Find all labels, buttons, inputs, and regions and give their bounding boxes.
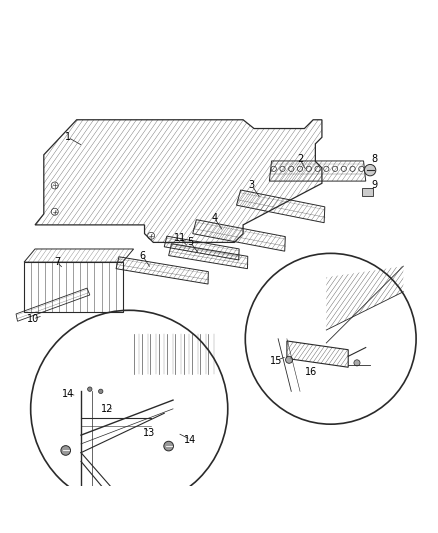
PathPatch shape (164, 236, 239, 260)
PathPatch shape (193, 220, 285, 251)
PathPatch shape (35, 120, 322, 243)
PathPatch shape (287, 341, 348, 367)
Text: 9: 9 (371, 181, 378, 190)
Text: 3: 3 (249, 181, 255, 190)
PathPatch shape (237, 190, 325, 223)
Text: 11: 11 (173, 233, 186, 243)
Polygon shape (362, 188, 373, 196)
PathPatch shape (116, 257, 208, 284)
Text: 6: 6 (139, 251, 145, 261)
Circle shape (164, 441, 173, 451)
PathPatch shape (169, 244, 248, 269)
Circle shape (354, 360, 360, 366)
Text: 5: 5 (187, 237, 194, 247)
Text: 12: 12 (101, 404, 113, 414)
Text: 1: 1 (65, 132, 71, 142)
Circle shape (61, 446, 71, 455)
PathPatch shape (326, 266, 403, 330)
Text: 2: 2 (297, 154, 303, 164)
Text: 7: 7 (54, 257, 60, 267)
Text: 16: 16 (305, 367, 317, 377)
Text: 4: 4 (212, 213, 218, 223)
Text: 14: 14 (184, 434, 197, 445)
Circle shape (286, 356, 293, 364)
Circle shape (88, 387, 92, 391)
Text: 14: 14 (62, 389, 74, 399)
Text: 15: 15 (270, 356, 282, 366)
Text: 10: 10 (27, 314, 39, 324)
Circle shape (99, 389, 103, 393)
Text: 8: 8 (371, 154, 378, 164)
Circle shape (364, 165, 376, 176)
PathPatch shape (269, 161, 366, 181)
Text: 13: 13 (143, 428, 155, 438)
PathPatch shape (24, 249, 134, 262)
